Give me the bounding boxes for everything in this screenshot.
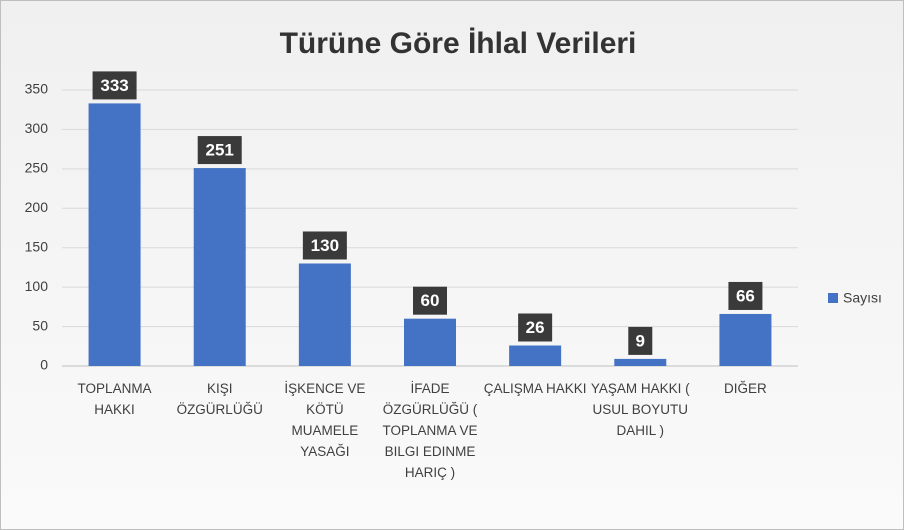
bar xyxy=(404,318,456,366)
data-label-box xyxy=(728,281,763,310)
x-tick-label: TOPLANMA HAKKI xyxy=(77,381,152,417)
x-tick-label: ÇALIŞMA HAKKI xyxy=(483,381,587,396)
bar xyxy=(193,168,246,366)
data-label-box xyxy=(518,313,553,342)
bar xyxy=(719,313,772,366)
y-tick-label: 200 xyxy=(25,199,49,215)
x-tick-label: YAŞAM HAKKI ( USUL BOYUTU DAHIL ) xyxy=(590,381,690,438)
y-tick-label: 50 xyxy=(32,317,48,333)
x-tick-label: KIŞI ÖZGÜRLÜĞÜ xyxy=(176,381,263,417)
bar xyxy=(509,345,562,366)
data-label-box xyxy=(413,286,447,315)
y-tick-label: 150 xyxy=(25,238,49,254)
data-label: 60 xyxy=(421,291,440,310)
bar xyxy=(88,103,141,367)
data-label-box xyxy=(92,71,137,100)
legend-label: Sayısı xyxy=(843,290,882,306)
legend-swatch xyxy=(828,293,838,303)
y-tick-label: 300 xyxy=(25,120,49,136)
y-tick-label: 350 xyxy=(25,81,49,97)
data-label: 66 xyxy=(736,286,755,305)
data-label: 251 xyxy=(206,141,234,160)
bar xyxy=(298,263,351,366)
x-tick-label: İŞKENCE VE KÖTÜ MUAMELE YASAĞI xyxy=(284,381,366,459)
x-tick-label: DIĞER xyxy=(724,381,767,396)
y-tick-label: 0 xyxy=(40,357,48,373)
y-tick-label: 250 xyxy=(25,160,49,176)
bar xyxy=(614,358,667,366)
data-label-box xyxy=(302,231,347,260)
chart-title: Türüne Göre İhlal Verileri xyxy=(280,27,637,60)
x-tick-label: İFADE ÖZGÜRLÜĞÜ ( TOPLANMA VE BILGI EDIN… xyxy=(382,381,478,480)
data-label-box xyxy=(197,136,242,165)
data-label: 333 xyxy=(100,76,128,95)
data-label-box xyxy=(628,326,653,355)
data-label: 26 xyxy=(526,318,545,337)
data-label: 9 xyxy=(636,331,645,350)
y-tick-label: 100 xyxy=(25,278,49,294)
data-label: 130 xyxy=(311,236,339,255)
